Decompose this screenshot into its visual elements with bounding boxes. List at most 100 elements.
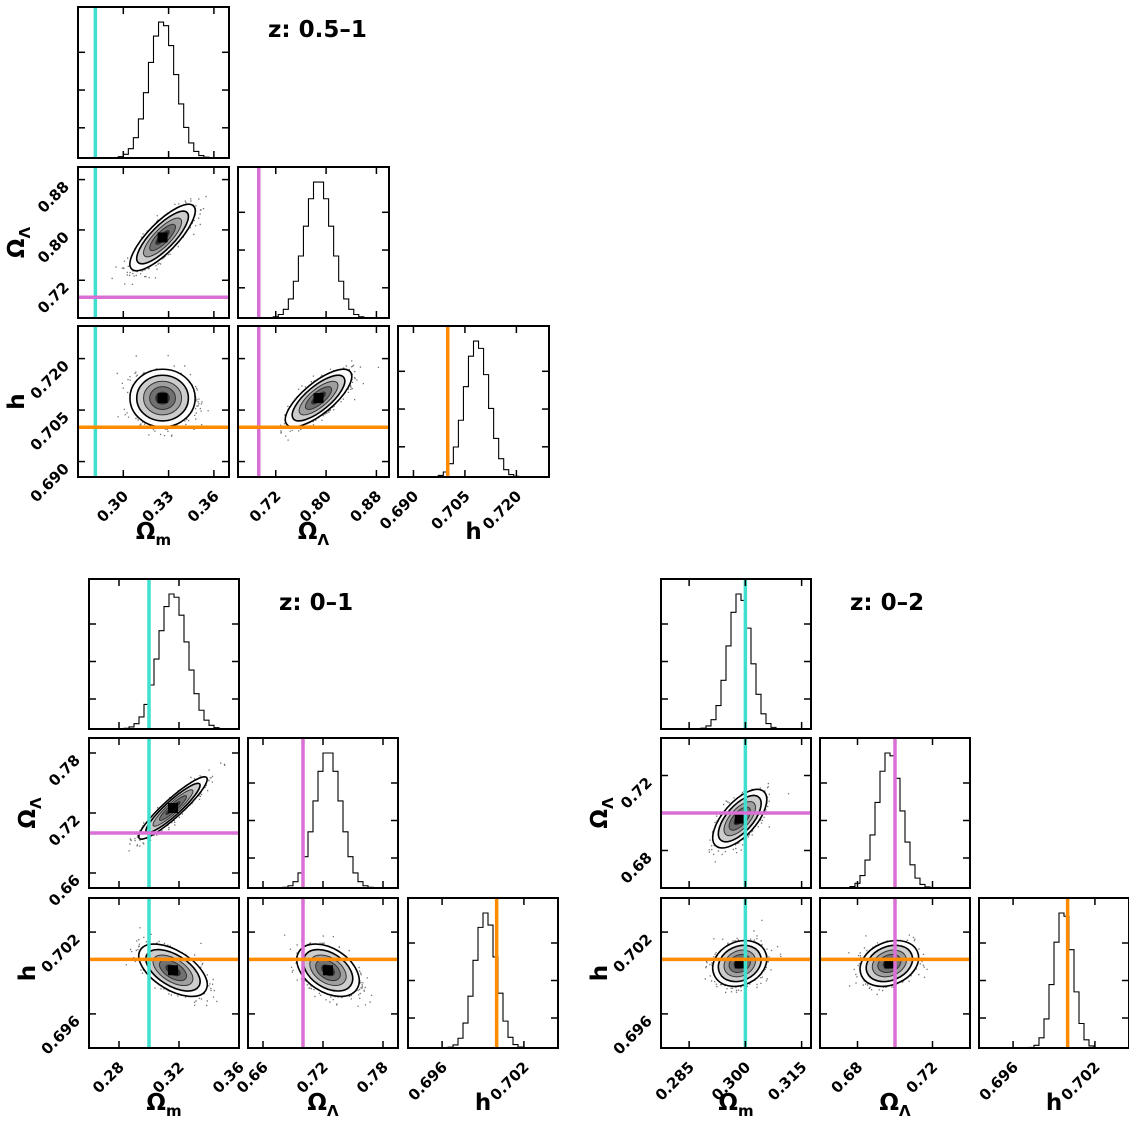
scatter-panel-0-2 [88, 897, 240, 1049]
x-tick-label: 0.36 [184, 487, 223, 526]
panel-frame [819, 737, 971, 889]
y-tick-label: 0.702 [610, 930, 656, 976]
x-tick-label: 0.720 [479, 487, 525, 533]
corner-plot-title: z: 0.5–1 [268, 17, 367, 43]
y-tick-label: 0.696 [610, 1012, 656, 1058]
y-axis-label: ΩΛ [587, 797, 617, 829]
x-tick-label: 0.72 [246, 487, 285, 526]
y-tick-label: 0.690 [27, 460, 73, 506]
x-tick-label: 0.690 [376, 487, 422, 533]
density-peak [884, 958, 895, 969]
histogram-0 [77, 6, 230, 159]
x-tick-label: 0.696 [976, 1058, 1022, 1104]
histogram-2 [978, 897, 1129, 1049]
panel-frame [660, 897, 812, 1049]
scatter-panel-0-2 [660, 897, 812, 1049]
x-tick-label: 0.315 [764, 1058, 810, 1104]
y-tick-label: 0.72 [617, 774, 656, 813]
histogram-steps [78, 21, 229, 158]
density-peak [168, 803, 178, 813]
histogram-steps [979, 912, 1129, 1048]
histogram-steps [661, 593, 811, 729]
histogram-steps [408, 912, 558, 1048]
y-axis-label: h [15, 965, 41, 981]
panel-frame [88, 897, 240, 1049]
y-tick-label: 0.72 [34, 278, 73, 317]
x-tick-label: 0.285 [652, 1058, 698, 1104]
panel-frame [237, 166, 390, 319]
x-tick-label: 0.702 [1057, 1058, 1103, 1104]
density-peak [157, 393, 168, 404]
histogram-steps [398, 340, 549, 477]
x-axis-label: ΩΛ [298, 519, 330, 549]
histogram-2 [397, 325, 550, 478]
y-tick-label: 0.78 [45, 751, 84, 790]
y-axis-label: h [587, 965, 613, 981]
x-axis-label: h [475, 1090, 491, 1116]
scatter-points [708, 782, 790, 863]
panel-frame [88, 578, 240, 730]
x-axis-label: Ωm [146, 1090, 181, 1120]
density-peak [323, 965, 333, 976]
panel-frame [77, 325, 230, 478]
x-axis-label: ΩΛ [879, 1090, 911, 1120]
scatter-panel-0-1 [660, 737, 812, 889]
histogram-1 [237, 166, 390, 319]
y-tick-label: 0.696 [38, 1012, 84, 1058]
y-tick-label: 0.68 [617, 849, 656, 888]
density-peak [734, 813, 745, 824]
scatter-panel-0-2 [77, 325, 230, 478]
x-axis-label: h [465, 519, 481, 545]
panel-frame [978, 897, 1129, 1049]
x-axis-label: ΩΛ [307, 1090, 339, 1120]
density-peak [734, 958, 745, 969]
panel-frame [660, 737, 812, 889]
density-peak [168, 965, 178, 976]
y-axis-label: h [4, 393, 30, 409]
histogram-steps [248, 752, 398, 888]
histogram-0 [88, 578, 240, 730]
scatter-panel-1-2 [819, 897, 971, 1049]
histogram-steps [89, 593, 239, 729]
panel-frame [77, 166, 230, 319]
y-tick-label: 0.702 [38, 930, 84, 976]
panel-frame [237, 325, 390, 478]
histogram-steps [238, 181, 389, 318]
x-axis-label: Ωm [718, 1090, 753, 1120]
x-tick-label: 0.702 [486, 1058, 532, 1104]
scatter-panel-0-1 [77, 166, 230, 319]
x-axis-label: Ωm [136, 519, 171, 549]
x-tick-label: 0.78 [353, 1058, 392, 1097]
x-tick-label: 0.72 [902, 1058, 941, 1097]
panel-frame [77, 6, 230, 159]
y-tick-label: 0.80 [34, 228, 73, 267]
histogram-2 [407, 897, 559, 1049]
y-tick-label: 0.705 [27, 408, 73, 454]
density-peak [313, 393, 324, 404]
histogram-1 [247, 737, 399, 889]
panel-frame [407, 897, 559, 1049]
scatter-panel-1-2 [247, 897, 399, 1049]
panel-frame [660, 578, 812, 730]
x-tick-label: 0.68 [827, 1058, 866, 1097]
scatter-panel-1-2 [237, 325, 390, 478]
panel-frame [397, 325, 550, 478]
corner-plot-title: z: 0–1 [279, 590, 353, 616]
y-tick-label: 0.72 [45, 811, 84, 850]
x-tick-label: 0.696 [405, 1058, 451, 1104]
corner-plot-title: z: 0–2 [850, 590, 924, 616]
histogram-1 [819, 737, 971, 889]
y-tick-label: 0.66 [45, 871, 84, 910]
scatter-panel-0-1 [88, 737, 240, 889]
x-axis-label: h [1046, 1090, 1062, 1116]
panel-frame [819, 897, 971, 1049]
density-peak [157, 232, 168, 243]
x-tick-label: 0.30 [93, 487, 132, 526]
histogram-0 [660, 578, 812, 730]
x-tick-label: 0.28 [89, 1058, 128, 1097]
y-tick-label: 0.88 [34, 178, 73, 217]
